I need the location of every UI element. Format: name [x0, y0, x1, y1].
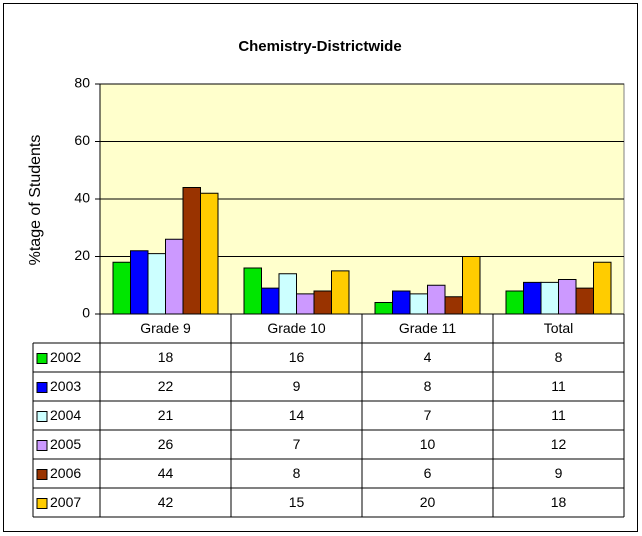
table-value: 21 — [158, 407, 174, 423]
legend-key — [36, 353, 48, 364]
bar — [540, 281, 559, 315]
y-tick-label: 20 — [74, 247, 90, 263]
chart-title: Chemistry-Districtwide — [238, 38, 401, 55]
table-value: 18 — [158, 349, 174, 365]
bar — [165, 238, 184, 315]
bar — [575, 287, 594, 315]
legend-label: 2003 — [50, 378, 81, 394]
table-value: 9 — [293, 378, 301, 394]
table-value: 4 — [424, 349, 432, 365]
bar — [462, 256, 481, 315]
table-value: 8 — [424, 378, 432, 394]
legend-label: 2005 — [50, 436, 81, 452]
table-value: 7 — [293, 436, 301, 452]
y-tick-label: 80 — [74, 75, 90, 91]
x-tick-label: Grade 10 — [267, 320, 326, 336]
x-tick-label: Grade 11 — [399, 320, 457, 336]
table-value: 11 — [551, 378, 566, 394]
bar — [313, 290, 332, 315]
bar — [200, 192, 219, 315]
bar — [593, 261, 612, 315]
bar — [374, 302, 393, 315]
y-tick-label: 60 — [74, 132, 90, 148]
bar — [243, 267, 262, 315]
table-value: 14 — [289, 407, 305, 423]
x-tick-label: Grade 9 — [140, 320, 191, 336]
table-value: 42 — [158, 494, 174, 510]
table-value: 6 — [424, 465, 432, 481]
legend-key — [36, 469, 48, 480]
table-value: 16 — [289, 349, 305, 365]
table-value: 10 — [420, 436, 436, 452]
legend-label: 2007 — [50, 494, 81, 510]
x-tick-label: Total — [544, 320, 574, 336]
table-value: 11 — [551, 407, 566, 423]
table-value: 8 — [555, 349, 563, 365]
bar — [427, 284, 446, 315]
legend-key — [36, 382, 48, 393]
bar — [523, 281, 542, 315]
bar — [296, 293, 315, 315]
table-value: 26 — [158, 436, 174, 452]
y-axis-label: %tage of Students — [27, 135, 44, 266]
legend-label: 2002 — [50, 349, 81, 365]
bar — [409, 293, 428, 315]
legend-key — [36, 440, 48, 451]
bar — [261, 287, 280, 315]
table-value: 9 — [555, 465, 563, 481]
y-tick-label: 40 — [74, 190, 90, 206]
table-value: 20 — [420, 494, 436, 510]
bar — [558, 279, 577, 315]
legend-label: 2006 — [50, 465, 81, 481]
bar — [444, 296, 463, 315]
bar — [392, 290, 411, 315]
table-value: 15 — [289, 494, 305, 510]
table-value: 12 — [551, 436, 567, 452]
legend-key — [36, 498, 48, 509]
bar — [331, 270, 350, 315]
y-tick-label: 0 — [82, 305, 90, 321]
bar — [112, 261, 131, 315]
table-value: 22 — [158, 378, 174, 394]
bar — [182, 187, 201, 315]
legend-label: 2004 — [50, 407, 81, 423]
table-value: 7 — [424, 407, 432, 423]
bar — [147, 253, 166, 315]
bar — [130, 250, 149, 315]
table-value: 18 — [551, 494, 567, 510]
legend-key — [36, 411, 48, 422]
table-value: 44 — [158, 465, 174, 481]
bar — [278, 273, 297, 315]
table-value: 8 — [293, 465, 301, 481]
bar — [505, 290, 524, 315]
